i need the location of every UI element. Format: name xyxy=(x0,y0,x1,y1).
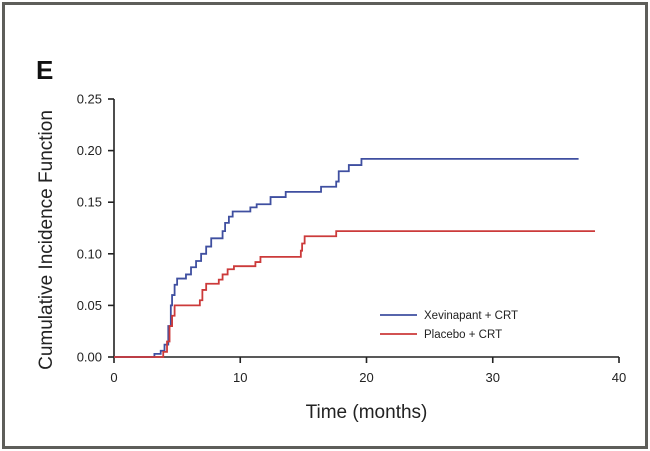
y-tick-label: 0.05 xyxy=(77,298,102,313)
y-tick-label: 0.10 xyxy=(77,246,102,261)
y-axis-title: Cumulative Incidence Function xyxy=(36,110,57,370)
legend-label: Placebo + CRT xyxy=(424,329,502,341)
x-tick-label: 10 xyxy=(233,370,247,385)
axes: 0.00 0.05 0.10 0.15 0.20 0.25 0 10 20 30 40 xyxy=(77,92,627,386)
panel-label: E xyxy=(36,55,54,85)
y-tick-label: 0.15 xyxy=(77,195,102,210)
series-line-xevinapant xyxy=(114,157,579,358)
y-tick-label: 0.25 xyxy=(77,92,102,107)
x-tick-label: 30 xyxy=(486,370,500,385)
x-axis-title: Time (months) xyxy=(306,402,428,423)
legend-label: Xevinapant + CRT xyxy=(424,310,518,322)
y-tick-label: 0.00 xyxy=(77,350,102,365)
x-tick-label: 0 xyxy=(110,370,117,385)
legend: Xevinapant + CRT Placebo + CRT xyxy=(380,310,518,341)
y-tick-label: 0.20 xyxy=(77,143,102,158)
x-tick-label: 40 xyxy=(612,370,626,385)
series-layer xyxy=(114,157,596,358)
x-tick-label: 20 xyxy=(359,370,373,385)
series-line-placebo xyxy=(114,230,596,358)
